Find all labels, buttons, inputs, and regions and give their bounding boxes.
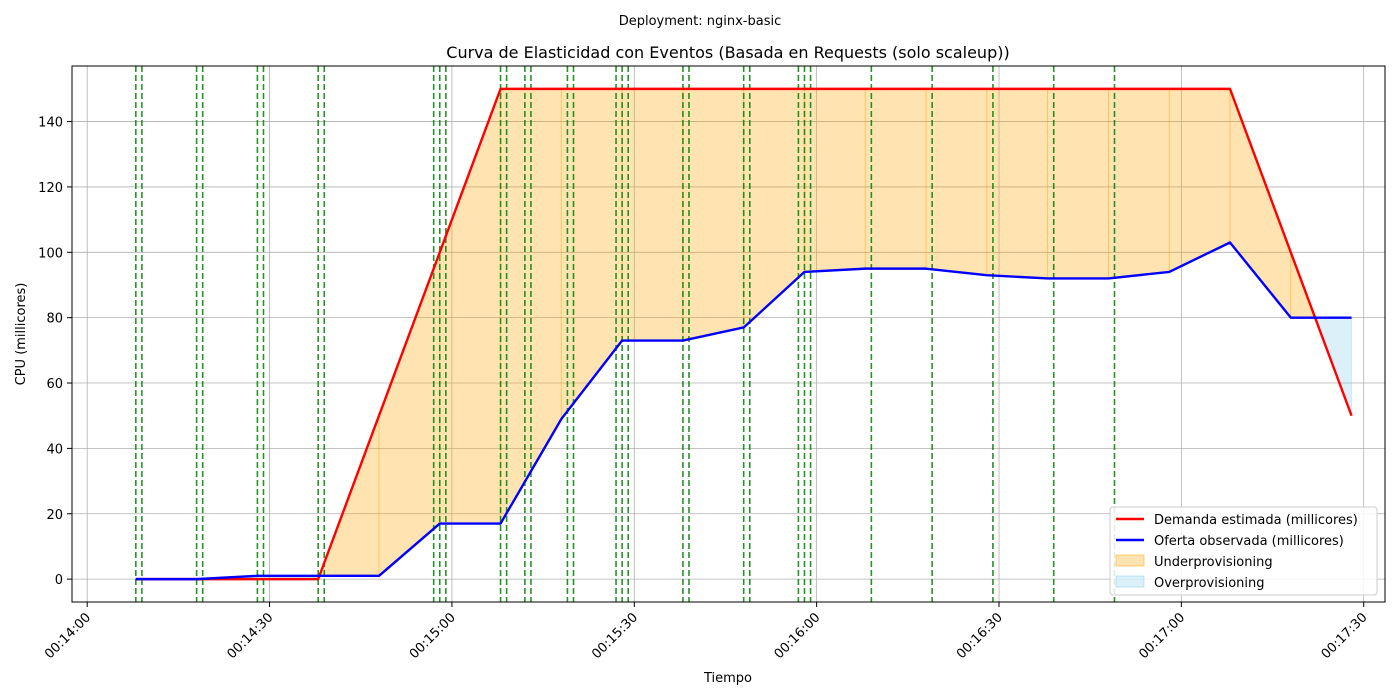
x-tick-label: 00:14:30 [224, 610, 276, 662]
y-tick-label: 80 [46, 312, 63, 327]
underprovisioning-area [621, 88, 684, 341]
underprovisioning-area [1229, 88, 1292, 319]
x-tick-label: 00:17:00 [1136, 610, 1188, 662]
chart-suptitle: Deployment: nginx-basic [619, 14, 782, 29]
series-lines [135, 87, 1353, 581]
event-lines [135, 66, 1116, 602]
underprovisioning-area [1108, 88, 1170, 279]
y-tick-label: 20 [46, 508, 63, 523]
underprovisioning-area [804, 88, 866, 273]
y-tick-label: 40 [46, 442, 63, 457]
chart-title: Curva de Elasticidad con Eventos (Basada… [446, 43, 1009, 62]
underprovisioning-area [378, 252, 441, 577]
legend-label-supply: Oferta observada (millicores) [1154, 534, 1344, 549]
y-tick-label: 100 [38, 246, 63, 261]
demand-line [135, 87, 1353, 581]
underprovisioning-area [439, 88, 501, 524]
x-tick-label: 00:16:30 [954, 610, 1006, 662]
legend-label-overprovisioning: Overprovisioning [1154, 576, 1265, 591]
provisioning-areas [196, 88, 1352, 580]
underprovisioning-area [1047, 88, 1109, 279]
legend-label-demand: Demanda estimada (millicores) [1154, 513, 1358, 528]
underprovisioning-area [864, 88, 927, 270]
legend-box [1109, 506, 1378, 596]
y-axis-label: CPU (millicores) [14, 283, 29, 386]
underprovisioning-area [560, 88, 623, 421]
y-tick-label: 120 [38, 181, 63, 196]
underprovisioning-area [1168, 88, 1231, 273]
x-tick-label: 00:14:00 [42, 610, 94, 662]
y-tick-label: 0 [55, 573, 63, 588]
x-tick-label: 00:15:00 [407, 610, 459, 662]
underprovisioning-area [682, 88, 745, 342]
legend-swatch-overprovisioning [1115, 575, 1145, 588]
legend-swatch-underprovisioning [1115, 554, 1145, 567]
x-tick-label: 00:15:30 [589, 610, 641, 662]
legend-label-underprovisioning: Underprovisioning [1154, 555, 1273, 570]
y-tick-label: 60 [46, 377, 63, 392]
underprovisioning-area [743, 88, 805, 329]
supply-line [135, 241, 1352, 581]
x-tick-label: 00:16:00 [772, 610, 824, 662]
underprovisioning-area [986, 88, 1049, 279]
plot-frame [71, 65, 1386, 603]
x-tick-label: 00:17:30 [1319, 610, 1371, 662]
y-tick-label: 140 [38, 116, 63, 131]
legend: Demanda estimada (millicores) Oferta obs… [1109, 506, 1378, 596]
x-axis-label: Tiempo [703, 671, 752, 686]
underprovisioning-area [925, 88, 988, 276]
